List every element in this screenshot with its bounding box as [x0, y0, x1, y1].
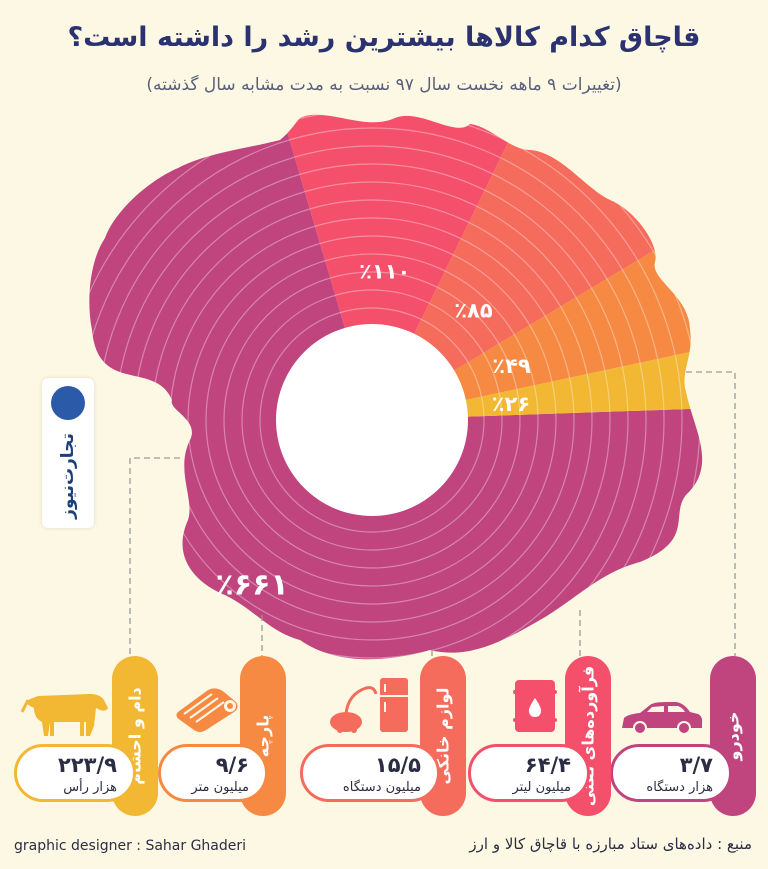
pie-center-hole	[276, 324, 468, 516]
pie-ring	[187, 235, 557, 605]
slice-data-label: ٪۴۹	[492, 354, 531, 378]
card-value: ۹/۶	[215, 753, 249, 777]
slice-data-label: ٪۶۶۱	[215, 567, 288, 602]
card-box-car: ۳/۷ هزار دستگاه	[610, 744, 732, 802]
slice-data-label: ٪۸۵	[454, 299, 493, 323]
card-box-home-appliances: ۱۵/۵ میلیون دستگاه	[300, 744, 440, 802]
card-label: خودرو	[723, 711, 743, 761]
card-value: ۳/۷	[679, 753, 713, 777]
pie-ring	[205, 253, 539, 587]
card-unit: هزار دستگاه	[646, 780, 713, 795]
slice-data-label: ٪۱۱۰	[359, 260, 410, 284]
chart-subtitle: (تغییرات ۹ ماهه نخست سال ۹۷ نسبت به مدت …	[146, 75, 622, 95]
logo-mark-icon	[51, 386, 85, 420]
oil-barrel-icon	[513, 680, 557, 732]
card-value: ۲۲۳/۹	[58, 753, 117, 777]
card-unit: میلیون متر	[191, 780, 249, 795]
logo-text: تجارت‌نیوز	[58, 433, 78, 519]
card-unit: هزار رأس	[63, 780, 117, 795]
car-icon	[622, 702, 703, 735]
chart-title: قاچاق کدام کالاها بیشترین رشد را داشته ا…	[67, 22, 701, 53]
pie-slice-4	[372, 336, 703, 420]
card-unit: میلیون دستگاه	[342, 780, 421, 795]
leader-line-0	[686, 371, 736, 656]
card-box-fabric: ۹/۶ میلیون متر	[158, 744, 268, 802]
card-box-oil-products: ۶۴/۴ میلیون لیتر	[468, 744, 590, 802]
pie-ring	[223, 271, 521, 569]
source-note: منبع : داده‌های ستاد مبارزه با قاچاق کال…	[469, 835, 752, 853]
logo: تجارت‌نیوز	[42, 378, 94, 528]
pie-ring	[259, 307, 485, 533]
card-unit: میلیون لیتر	[512, 780, 572, 795]
home-appliance-icon	[330, 678, 408, 733]
card-box-livestock: ۲۲۳/۹ هزار رأس	[14, 744, 136, 802]
card-value: ۶۴/۴	[524, 753, 571, 777]
leader-line-4	[129, 457, 180, 656]
pie-ring	[241, 289, 503, 551]
designer-credit: graphic designer : Sahar Ghaderi	[14, 838, 247, 854]
pie-ring	[89, 127, 665, 660]
slice-data-label: ٪۲۶	[492, 392, 530, 416]
fabric-roll-icon	[176, 688, 238, 732]
cow-icon	[20, 694, 109, 736]
pie-ring	[89, 114, 683, 660]
card-value: ۱۵/۵	[374, 753, 421, 777]
